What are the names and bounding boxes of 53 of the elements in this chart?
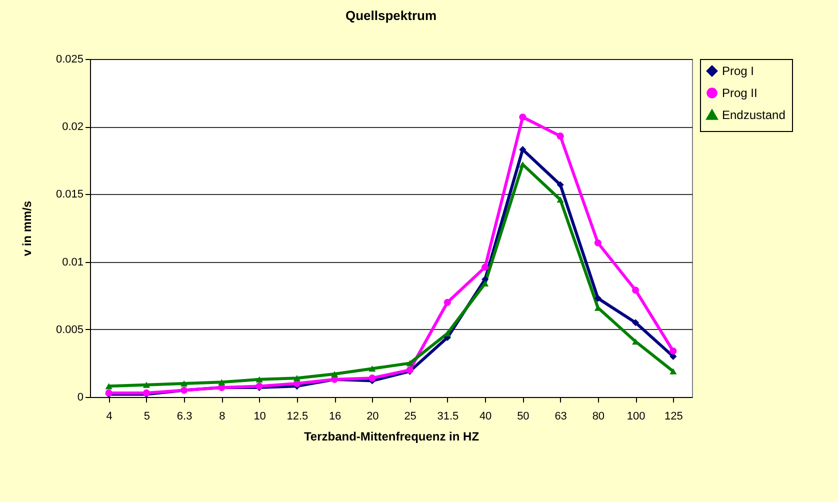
point xyxy=(482,264,489,271)
x-tick-label: 5 xyxy=(144,410,150,422)
x-tick-label: 31.5 xyxy=(437,410,459,422)
y-tick-label: 0.005 xyxy=(56,324,84,336)
y-tick-label: 0.025 xyxy=(56,54,84,66)
x-tick-label: 80 xyxy=(592,410,605,422)
point xyxy=(368,374,376,382)
point xyxy=(218,379,226,386)
x-tick-label: 100 xyxy=(626,410,646,422)
x-tick-label: 4 xyxy=(106,410,112,422)
x-tick-label: 40 xyxy=(479,410,492,422)
x-tick-label: 12.5 xyxy=(286,410,308,422)
point xyxy=(594,294,602,302)
y-axis-title: v in mm/s xyxy=(20,200,34,256)
point xyxy=(632,286,640,294)
x-tick-label: 16 xyxy=(328,410,342,422)
x-tick-label: 6.3 xyxy=(176,410,192,422)
point xyxy=(142,382,150,388)
x-axis-title: Terzband-Mittenfrequenz in HZ xyxy=(304,430,480,444)
point xyxy=(105,383,112,390)
point xyxy=(406,360,414,366)
y-tick-label: 0.015 xyxy=(56,188,84,201)
legend-label: Endzustand xyxy=(722,108,786,122)
x-tick-label: 8 xyxy=(219,410,226,422)
legend-label: Prog I xyxy=(722,64,754,78)
y-tick-label: 0.01 xyxy=(62,256,84,268)
point xyxy=(556,132,564,140)
x-tick-label: 25 xyxy=(404,410,416,422)
point xyxy=(180,380,188,387)
point xyxy=(556,196,564,203)
x-tick-label: 10 xyxy=(254,410,266,422)
point xyxy=(256,376,263,382)
x-tick-label: 50 xyxy=(517,410,530,422)
y-tick-label: 0 xyxy=(77,392,84,404)
point xyxy=(670,368,677,374)
point xyxy=(331,370,338,378)
point xyxy=(670,348,677,355)
point xyxy=(556,181,564,188)
point xyxy=(594,239,602,246)
x-tick-label: 125 xyxy=(664,410,683,422)
point xyxy=(444,298,451,306)
point xyxy=(482,276,489,283)
chart-title: Quellspektrum xyxy=(345,8,437,23)
point xyxy=(632,319,640,326)
point xyxy=(368,366,376,372)
point xyxy=(519,146,526,154)
y-tick-label: 0.02 xyxy=(62,121,84,134)
legend-label: Prog II xyxy=(722,86,758,100)
point xyxy=(519,114,526,121)
x-tick-label: 20 xyxy=(366,410,379,422)
point xyxy=(482,280,489,286)
x-tick-label: 63 xyxy=(554,410,567,422)
point xyxy=(293,375,300,382)
